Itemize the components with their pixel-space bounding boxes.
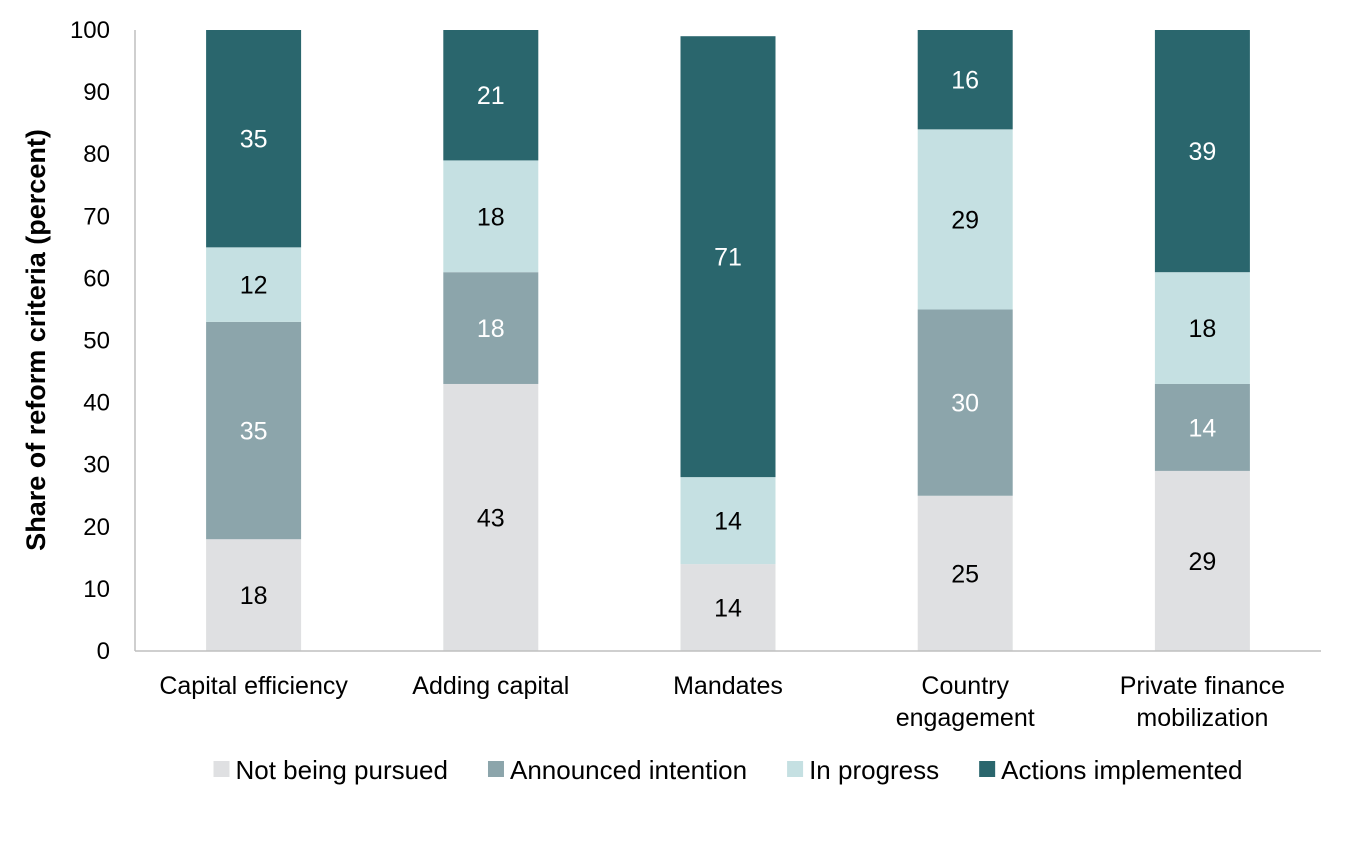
legend-item: Actions implemented [979,755,1243,785]
data-label: 35 [240,126,268,154]
legend: Not being pursued Announced intention In p… [213,755,1243,785]
bar-segment [680,477,776,565]
y-tick-label: 40 [83,390,110,417]
y-tick-label: 90 [83,79,110,106]
legend-item: Not being pursued [213,755,448,785]
y-tick-label: 80 [83,141,110,168]
bar-segment [1154,272,1250,384]
data-label: 12 [240,272,268,300]
bar-segment [1154,470,1250,651]
bar-segment [680,36,776,478]
data-label: 14 [714,595,742,623]
x-tick-label: Country engagement [896,672,1035,732]
data-label: 29 [1188,548,1216,576]
legend-swatch [979,761,996,777]
legend-label: Announced intention [510,755,747,785]
bar-segment [206,30,302,248]
x-tick-label: Adding capital [412,672,569,700]
bar-segment [443,272,539,384]
y-axis-title: Share of reform criteria (percent) [21,129,51,551]
x-tick-label: Private finance mobilization [1120,672,1285,732]
legend-item: In progress [787,755,939,785]
data-label: 18 [1188,315,1216,343]
bar-segment [206,539,302,651]
data-label: 30 [951,390,979,418]
bar-segment [917,309,1013,496]
y-tick-label: 60 [83,265,110,292]
bar-segment [206,247,302,322]
data-label: 43 [477,504,505,532]
legend-swatch [213,761,230,777]
bars-group [206,30,1250,651]
bar-segment [443,383,539,651]
data-label: 25 [951,560,979,588]
y-tick-label: 0 [97,638,110,665]
y-tick-label: 50 [83,328,110,355]
bar-segment [1154,30,1250,273]
legend-item: Announced intention [487,755,747,785]
bar-segment [1154,383,1250,471]
data-label: 21 [477,82,505,110]
x-axis: Capital efficiency Adding capital Mandates… [135,650,1321,732]
y-axis: 0 10 20 30 40 50 60 70 80 90 100 [70,17,136,665]
bar-segment [917,30,1013,130]
data-label: 18 [477,315,505,343]
bar-segment [206,321,302,540]
data-label: 14 [1188,414,1216,442]
x-tick-label: Mandates [673,672,783,700]
y-tick-label: 100 [70,17,110,44]
legend-label: Not being pursued [236,755,448,785]
legend-label: In progress [809,755,939,785]
bar-segment [443,160,539,273]
x-tick-label: Capital efficiency [159,672,348,700]
data-label: 35 [240,418,268,446]
bar-segment [917,495,1013,651]
legend-swatch [487,761,504,777]
y-tick-label: 30 [83,452,110,479]
bar-segment [443,30,539,161]
bar-segment [917,129,1013,310]
legend-swatch [787,761,804,777]
y-tick-label: 10 [83,576,110,603]
data-label: 14 [714,508,742,536]
data-label: 39 [1188,138,1216,166]
data-labels-group: 18 35 12 35 43 18 18 21 14 14 71 25 30 29 16 29 14 18 39 [240,67,1217,623]
data-label: 16 [951,67,979,95]
data-label: 18 [477,203,505,231]
data-label: 29 [951,206,979,234]
data-label: 18 [240,582,268,610]
legend-label: Actions implemented [1001,755,1242,785]
data-label: 71 [714,244,742,272]
y-tick-label: 20 [83,514,110,541]
y-tick-label: 70 [83,203,110,230]
bar-segment [680,564,776,651]
